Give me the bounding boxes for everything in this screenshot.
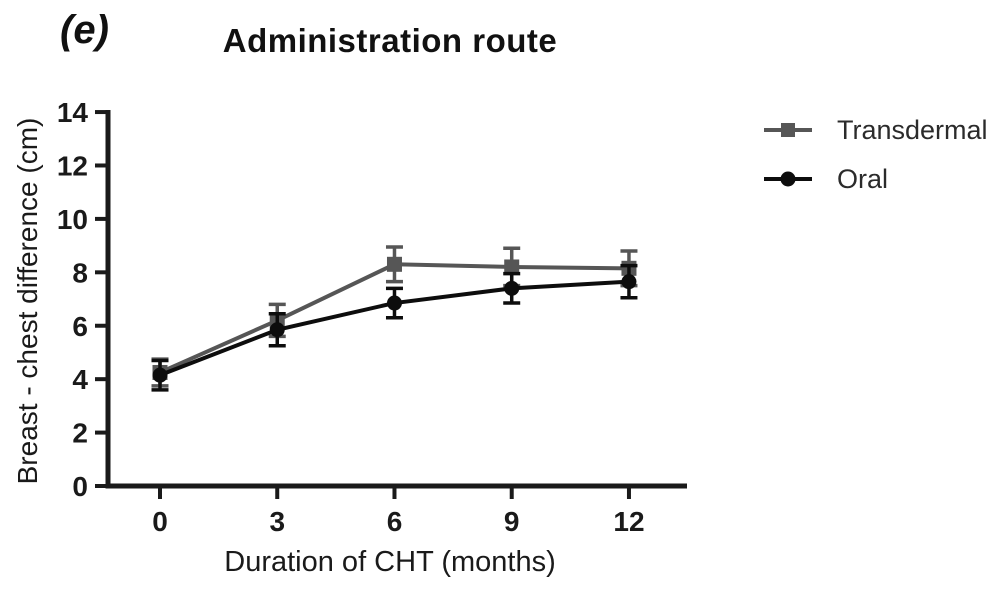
chart-title: Administration route xyxy=(222,22,558,59)
x-tick-label: 3 xyxy=(269,506,285,537)
data-point-oral xyxy=(504,280,520,296)
legend-label-oral: Oral xyxy=(837,163,889,194)
x-tick-label: 9 xyxy=(504,506,520,537)
x-tick-label: 12 xyxy=(613,506,644,537)
x-tick-label: 6 xyxy=(387,506,403,537)
legend-label-transdermal: Transdermal xyxy=(837,114,988,145)
oral-legend-marker-icon xyxy=(764,171,812,187)
data-point-oral xyxy=(269,322,285,338)
legend-item-oral: Oral xyxy=(763,159,988,199)
y-tick-label: 2 xyxy=(72,418,88,449)
data-point-oral xyxy=(621,274,637,290)
data-point-oral xyxy=(152,367,168,383)
legend: Transdermal Oral xyxy=(763,110,988,199)
y-tick-label: 6 xyxy=(72,311,88,342)
y-tick-label: 8 xyxy=(72,257,88,288)
panel-label: (e) xyxy=(60,8,109,52)
y-axis-label: Breast - chest difference (cm) xyxy=(12,117,43,485)
y-tick-label: 10 xyxy=(57,204,88,235)
data-point-transdermal xyxy=(504,259,520,275)
y-tick-label: 12 xyxy=(57,151,88,182)
y-tick-label: 4 xyxy=(72,364,88,395)
data-point-oral xyxy=(386,295,402,311)
y-tick-label: 14 xyxy=(57,97,89,128)
data-point-transdermal xyxy=(386,256,402,272)
transdermal-legend-marker-icon xyxy=(764,123,812,137)
y-tick-label: 0 xyxy=(72,471,88,502)
x-axis-label: Duration of CHT (months) xyxy=(224,546,556,578)
legend-item-transdermal: Transdermal xyxy=(763,110,988,150)
x-tick-label: 0 xyxy=(152,506,168,537)
